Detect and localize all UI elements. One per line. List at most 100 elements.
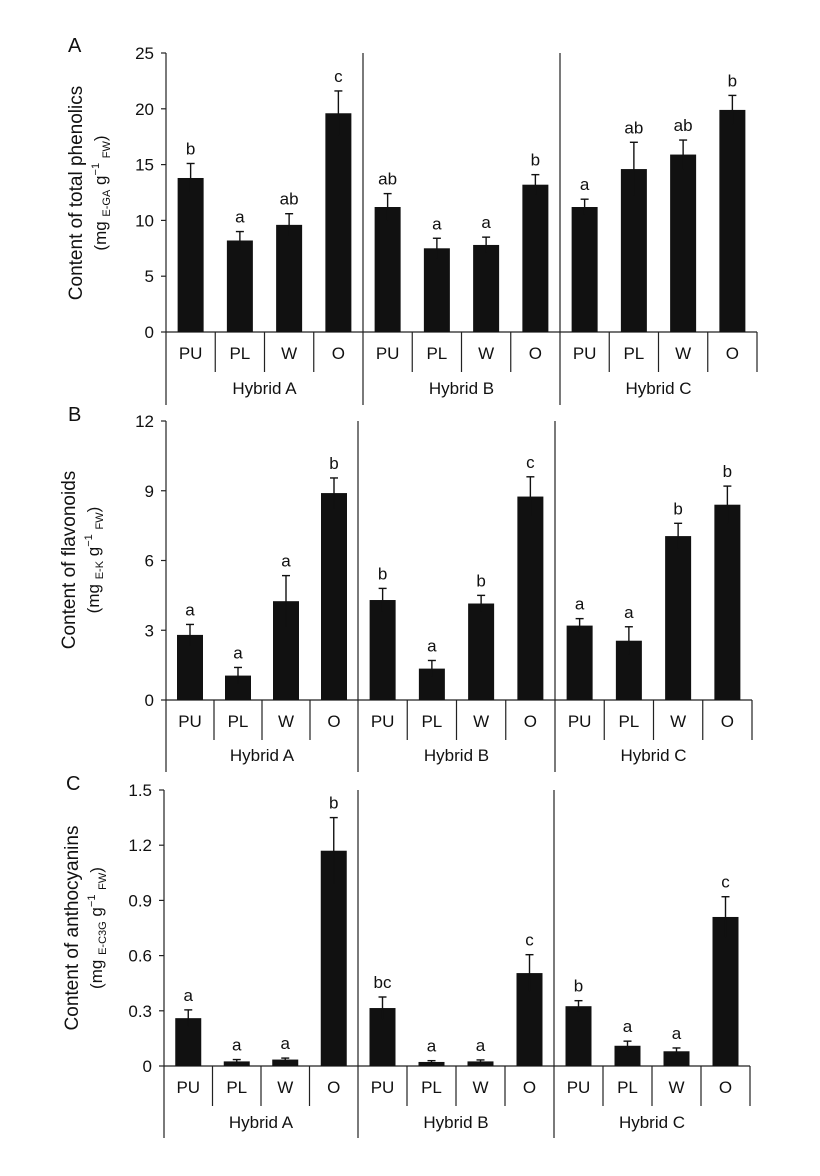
y-tick-label: 1.5 <box>128 781 152 800</box>
x-tick-label: PL <box>421 712 442 731</box>
bar <box>665 536 692 700</box>
x-tick-label: PL <box>229 344 250 363</box>
y-tick-label: 0 <box>145 323 154 342</box>
x-tick-label: PL <box>617 1078 638 1097</box>
x-tick-label: PU <box>376 344 400 363</box>
bar <box>467 1061 494 1066</box>
chart-panel-a: A Content of total phenolics (mg E-GA g−1 … <box>66 35 758 405</box>
significance-letter: ab <box>378 170 397 189</box>
x-tick-label: PU <box>179 344 203 363</box>
bar <box>374 207 401 332</box>
significance-letter: a <box>481 213 491 232</box>
bar <box>177 634 203 700</box>
x-tick-label: PL <box>618 712 639 731</box>
x-tick-label: O <box>721 712 734 731</box>
group-label: Hybrid A <box>229 1113 294 1132</box>
y-tick-label: 3 <box>145 621 154 640</box>
significance-letter: a <box>281 552 291 571</box>
significance-letter: a <box>185 600 195 619</box>
bar <box>522 184 549 332</box>
x-tick-label: PU <box>371 712 395 731</box>
panel-label: C <box>66 773 80 795</box>
y-axis-unit: (mg E-C3G g−1 FW) <box>86 867 109 989</box>
x-tick-label: PL <box>228 712 249 731</box>
x-tick-label: O <box>523 1078 536 1097</box>
y-tick-label: 6 <box>145 552 154 571</box>
significance-letter: ab <box>674 116 693 135</box>
y-tick-label: 0.3 <box>128 1002 152 1021</box>
bar <box>276 224 303 332</box>
x-tick-label: PU <box>178 712 202 731</box>
y-axis-label: Content of anthocyanins (mg E-C3G g−1 FW) <box>62 826 109 1031</box>
bar <box>320 850 347 1066</box>
y-tick-label: 20 <box>135 100 154 119</box>
significance-letter: b <box>574 977 583 996</box>
y-axis-unit: (mg E-GA g−1 FW) <box>90 135 113 250</box>
significance-letter: a <box>233 643 243 662</box>
bar <box>473 244 500 332</box>
bar <box>369 600 396 700</box>
bar <box>620 169 647 332</box>
significance-letter: c <box>721 873 730 892</box>
bar <box>712 916 739 1066</box>
group-label: Hybrid B <box>423 1113 488 1132</box>
significance-letter: b <box>531 151 540 170</box>
significance-letter: a <box>580 175 590 194</box>
significance-letter: a <box>575 595 585 614</box>
significance-letter: b <box>186 139 195 158</box>
y-axis-title: Content of total phenolics <box>66 86 87 300</box>
bar <box>418 1061 445 1066</box>
significance-letter: b <box>476 571 485 590</box>
bar <box>423 248 450 332</box>
bar <box>517 496 544 700</box>
y-tick-label: 0.6 <box>128 947 152 966</box>
x-tick-label: O <box>327 1078 340 1097</box>
significance-letter: bc <box>374 973 392 992</box>
x-tick-label: PU <box>568 712 592 731</box>
significance-letter: a <box>281 1034 291 1053</box>
x-tick-label: O <box>719 1078 732 1097</box>
x-tick-label: O <box>327 712 340 731</box>
significance-letter: a <box>476 1036 486 1055</box>
significance-letter: a <box>672 1024 682 1043</box>
chart-panel-c: C Content of anthocyanins (mg E-C3G g−1 FW… <box>62 773 751 1138</box>
bar <box>719 109 746 332</box>
significance-letter: c <box>334 67 343 86</box>
significance-letter: a <box>432 214 442 233</box>
significance-letter: c <box>526 453 535 472</box>
significance-letter: a <box>232 1036 242 1055</box>
y-axis-title: Content of flavonoids <box>59 471 80 650</box>
significance-letter: b <box>723 462 732 481</box>
x-tick-label: W <box>668 1078 684 1097</box>
group-label: Hybrid A <box>232 379 297 398</box>
x-tick-label: W <box>670 712 686 731</box>
x-tick-label: PU <box>573 344 597 363</box>
x-tick-label: PL <box>623 344 644 363</box>
group-label: Hybrid A <box>230 746 295 765</box>
bar <box>614 1045 641 1066</box>
panel-label: A <box>68 35 82 57</box>
bar <box>714 504 741 700</box>
y-tick-label: 1.2 <box>128 836 152 855</box>
significance-letter: b <box>673 499 682 518</box>
y-tick-label: 0 <box>143 1057 152 1076</box>
x-tick-label: PL <box>421 1078 442 1097</box>
significance-letter: a <box>235 208 245 227</box>
y-tick-label: 15 <box>135 156 154 175</box>
x-tick-label: PU <box>176 1078 200 1097</box>
bar <box>571 207 598 332</box>
significance-letter: ab <box>624 118 643 137</box>
x-tick-label: PU <box>567 1078 591 1097</box>
significance-letter: a <box>427 1037 437 1056</box>
bar <box>321 493 347 700</box>
chart-panel-b: B Content of flavonoids (mg E-K g−1 FW) 0 3 6… <box>59 404 753 772</box>
x-tick-label: W <box>478 344 494 363</box>
bar <box>565 1006 592 1066</box>
x-tick-label: O <box>524 712 537 731</box>
y-tick-label: 0.9 <box>128 891 152 910</box>
x-tick-label: O <box>529 344 542 363</box>
bar <box>325 113 352 332</box>
bar <box>226 240 253 332</box>
bar <box>272 1059 299 1066</box>
y-tick-label: 5 <box>145 267 154 286</box>
